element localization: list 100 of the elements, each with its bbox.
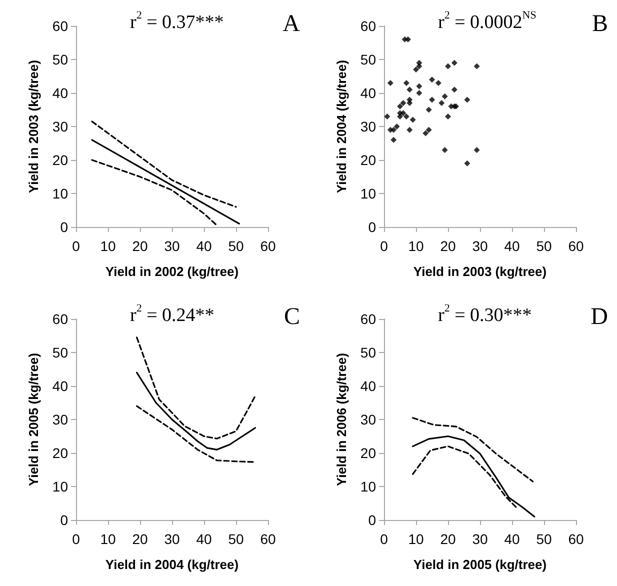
line-series — [91, 159, 218, 226]
x-tick-label: 20 — [132, 531, 148, 547]
y-tick-label: 40 — [360, 378, 376, 394]
point — [397, 103, 403, 110]
y-tick-label: 30 — [52, 412, 68, 428]
text: D — [590, 304, 608, 330]
point — [384, 113, 390, 120]
point — [426, 126, 432, 133]
x-tick-label: 20 — [440, 238, 456, 254]
point — [394, 124, 400, 130]
y-tick-label: 0 — [60, 219, 68, 235]
x-tick-label: 60 — [260, 531, 276, 547]
point — [416, 83, 422, 90]
y-tick-label: 30 — [360, 412, 376, 428]
y-tick-label: 10 — [52, 186, 68, 202]
y-tick-label: 60 — [360, 311, 376, 327]
y-tick-label: 30 — [360, 118, 376, 134]
y-tick-label: 50 — [52, 52, 68, 68]
y-tick-label: 60 — [52, 311, 68, 327]
y-tick-label: 50 — [360, 52, 376, 68]
point — [390, 126, 397, 133]
point — [406, 86, 413, 93]
point — [410, 116, 416, 123]
point — [400, 110, 406, 116]
y-tick-label: 50 — [360, 344, 376, 360]
y-tick-label: 60 — [52, 18, 68, 34]
point — [403, 80, 410, 86]
y-tick-label: 20 — [360, 445, 376, 461]
point — [422, 130, 429, 136]
point — [464, 96, 470, 103]
x-tick-label: 50 — [228, 531, 244, 547]
point — [429, 76, 435, 83]
y-tick-label: 20 — [360, 152, 376, 168]
x-tick-label: 20 — [440, 531, 456, 547]
text: C — [284, 304, 300, 330]
y-tick-label: 10 — [360, 186, 376, 202]
y-tick-label: 10 — [52, 478, 68, 494]
line-series — [136, 336, 256, 440]
y-tick-label: 60 — [360, 18, 376, 34]
point — [451, 86, 458, 93]
y-axis-title: Yield in 2003 (kg/tree) — [26, 60, 41, 194]
y-tick-label: 40 — [52, 85, 68, 101]
point — [474, 146, 480, 153]
x-tick-label: 40 — [504, 238, 520, 254]
x-tick-label: 30 — [472, 238, 488, 254]
point — [435, 80, 442, 86]
point — [400, 100, 406, 106]
line-series — [412, 435, 536, 518]
x-tick-label: 0 — [380, 238, 388, 254]
text: B — [592, 11, 608, 37]
x-tick-label: 30 — [164, 531, 180, 547]
x-tick-label: 60 — [568, 531, 584, 547]
x-axis-title: Yield in 2002 (kg/tree) — [105, 264, 239, 279]
point — [416, 60, 422, 66]
y-tick-label: 0 — [368, 219, 376, 235]
line-series — [136, 372, 256, 450]
line-series — [412, 417, 534, 482]
x-tick-label: 30 — [164, 238, 180, 254]
point — [442, 93, 448, 100]
point — [451, 60, 458, 66]
point — [390, 136, 397, 143]
point — [438, 100, 445, 106]
x-tick-label: 40 — [504, 531, 520, 547]
x-axis-title: Yield in 2005 (kg/tree) — [413, 557, 547, 572]
x-tick-label: 10 — [100, 531, 116, 547]
y-tick-label: 0 — [368, 512, 376, 528]
y-tick-label: 30 — [52, 118, 68, 134]
x-tick-label: 50 — [536, 238, 552, 254]
point — [387, 80, 394, 86]
x-tick-label: 0 — [72, 531, 80, 547]
point — [397, 113, 403, 120]
x-tick-label: 10 — [408, 531, 424, 547]
y-axis-title: Yield in 2005 (kg/tree) — [26, 352, 41, 486]
point — [429, 96, 435, 103]
y-tick-label: 50 — [52, 344, 68, 360]
point — [413, 66, 419, 73]
line-series — [136, 405, 256, 463]
x-tick-label: 20 — [132, 238, 148, 254]
point — [405, 36, 411, 42]
y-tick-label: 20 — [52, 152, 68, 168]
y-tick-label: 10 — [360, 478, 376, 494]
x-axis-title: Yield in 2003 (kg/tree) — [413, 264, 547, 279]
x-tick-label: 60 — [568, 238, 584, 254]
y-tick-label: 40 — [360, 85, 376, 101]
point — [442, 146, 448, 153]
x-axis-title: Yield in 2004 (kg/tree) — [105, 557, 239, 572]
y-axis-title: Yield in 2004 (kg/tree) — [334, 60, 349, 194]
point — [406, 126, 413, 133]
x-tick-label: 30 — [472, 531, 488, 547]
y-tick-label: 20 — [52, 445, 68, 461]
x-tick-label: 10 — [408, 238, 424, 254]
x-tick-label: 40 — [196, 531, 212, 547]
line-series — [91, 120, 237, 208]
point — [474, 63, 480, 70]
point — [416, 90, 422, 96]
x-tick-label: 40 — [196, 238, 212, 254]
x-tick-label: 60 — [260, 238, 276, 254]
point — [464, 160, 470, 166]
x-tick-label: 10 — [100, 238, 116, 254]
x-tick-label: 0 — [380, 531, 388, 547]
